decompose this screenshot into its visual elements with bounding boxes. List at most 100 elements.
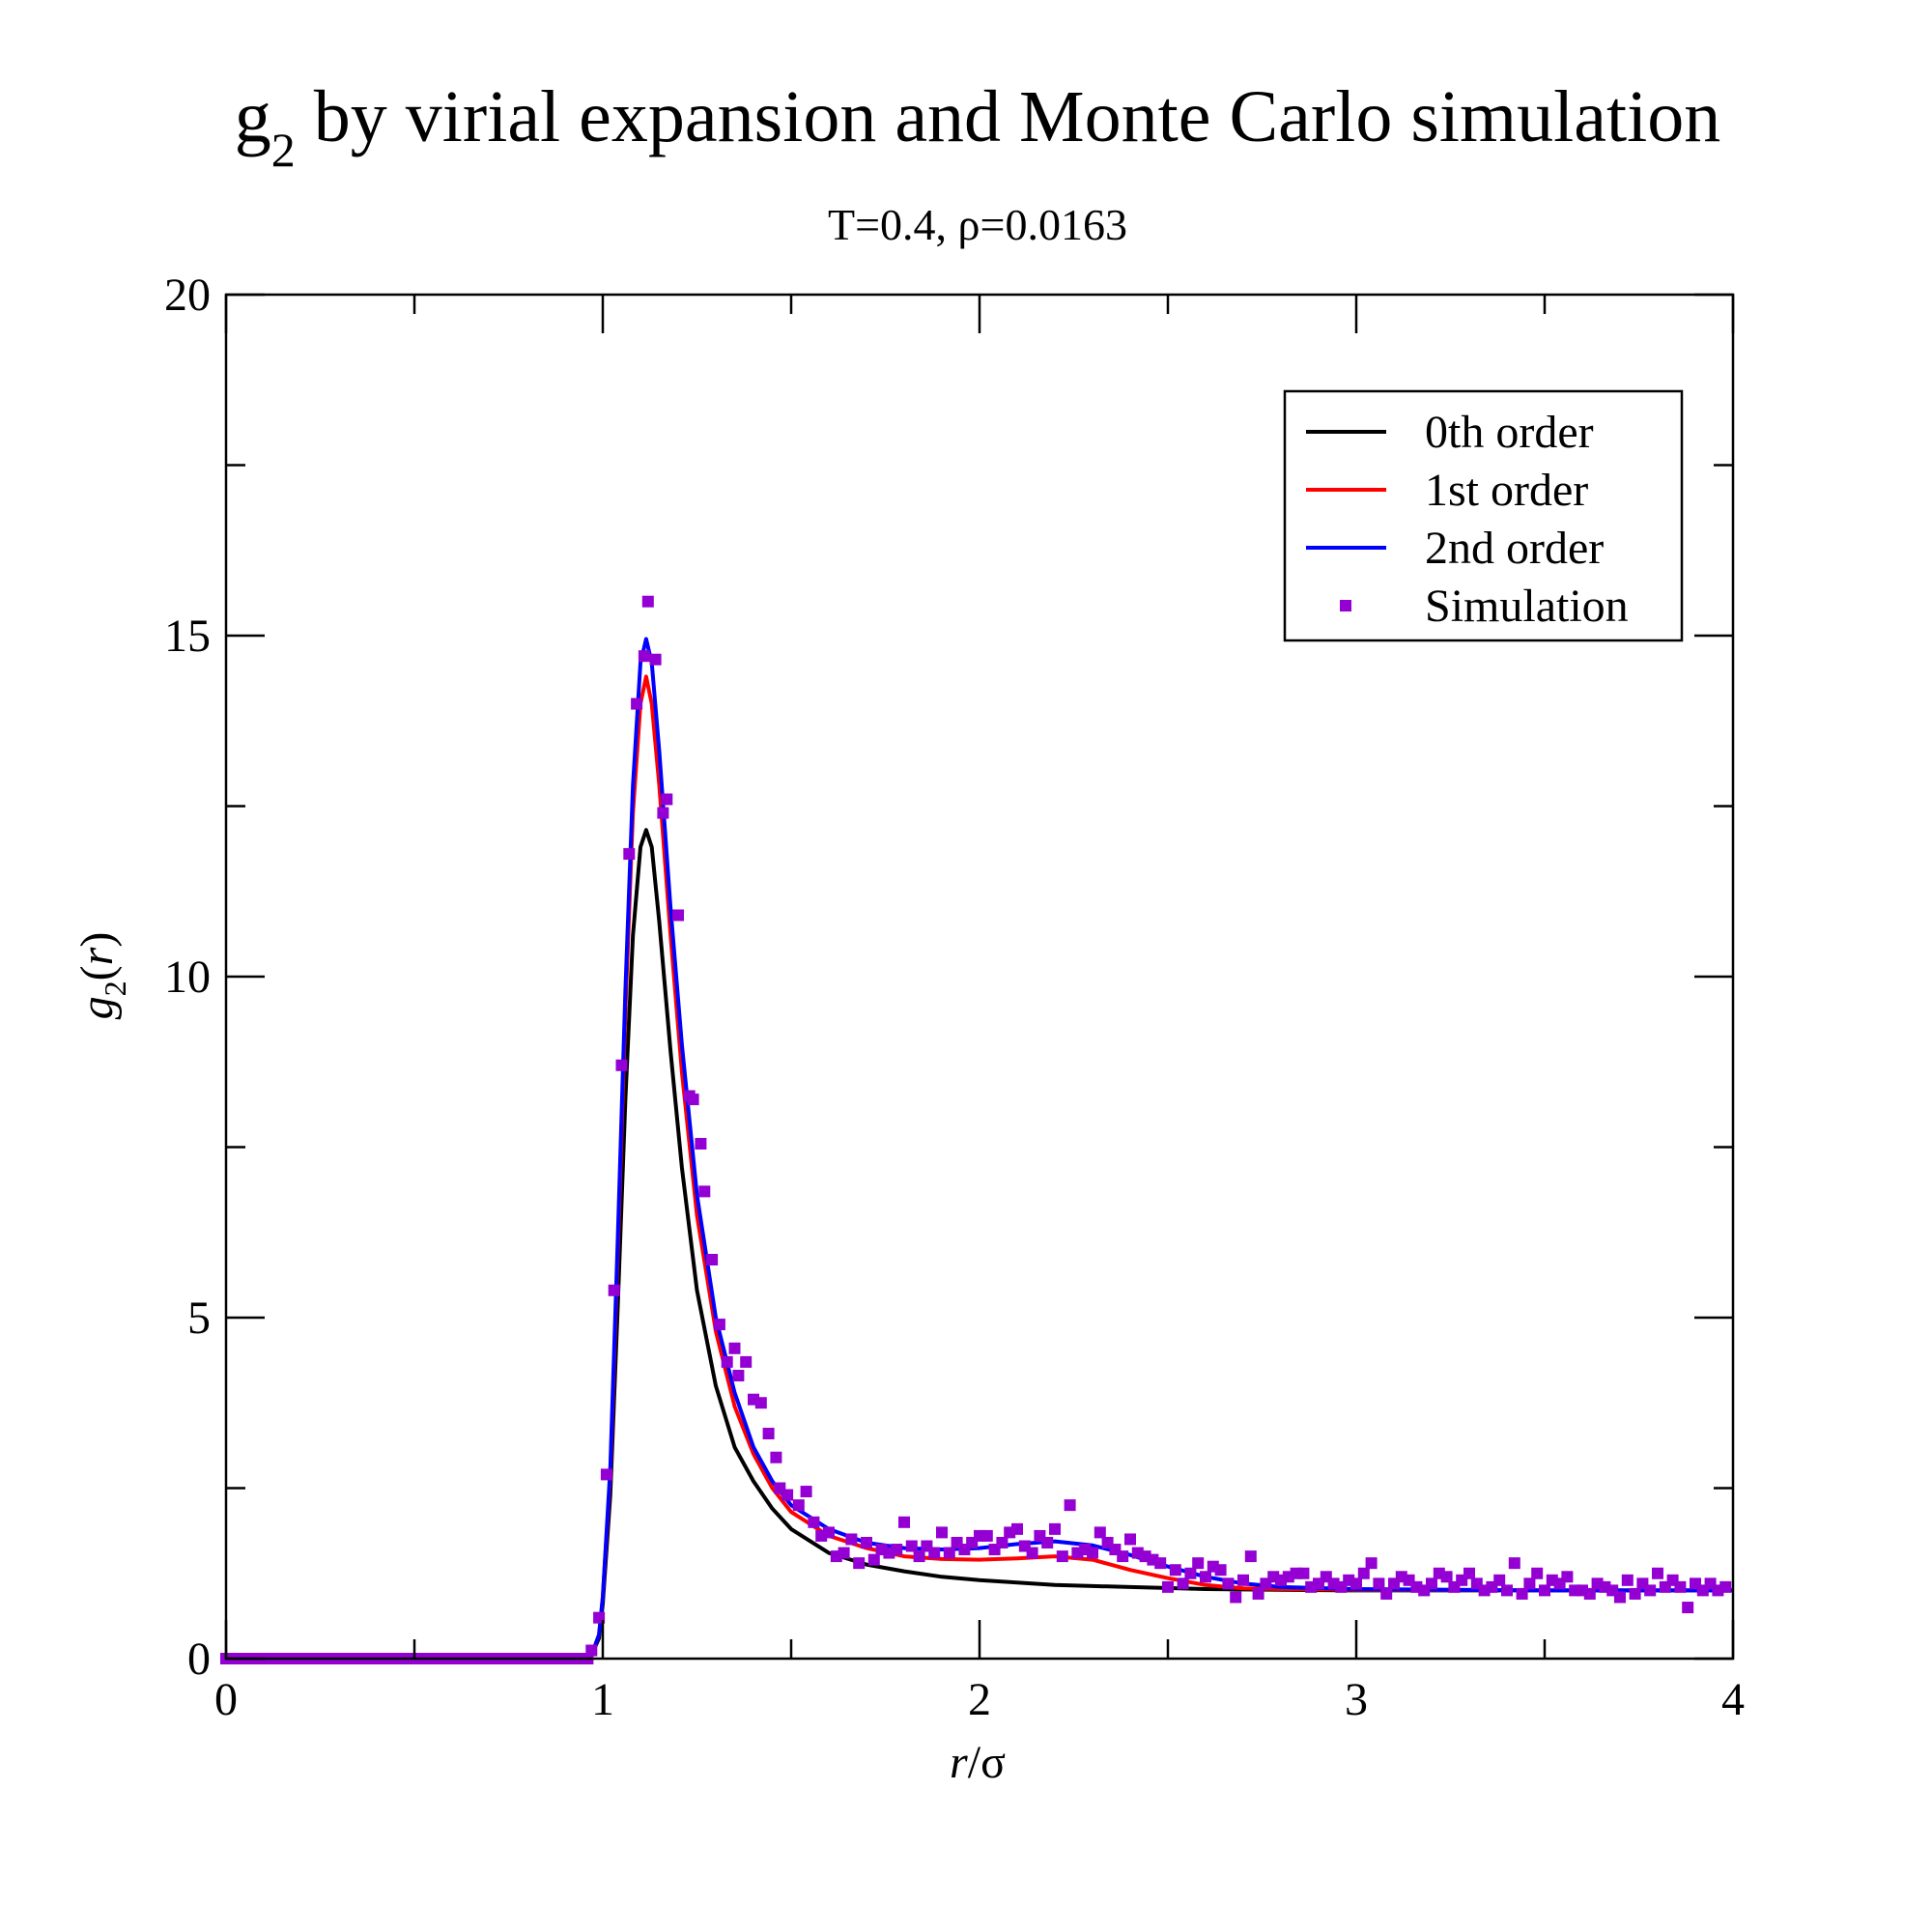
- data-point-simulation: [713, 1319, 725, 1331]
- data-point-simulation: [1493, 1574, 1506, 1586]
- data-point-simulation: [672, 909, 684, 922]
- data-point-simulation: [1652, 1567, 1663, 1579]
- data-point-simulation: [1561, 1571, 1574, 1583]
- series-line-2nd-order: [226, 637, 1733, 1661]
- data-point-simulation: [1049, 1522, 1061, 1535]
- data-point-simulation: [1200, 1571, 1211, 1583]
- chart-subtitle: T=0.4, ρ=0.0163: [828, 200, 1127, 249]
- data-point-simulation: [800, 1486, 812, 1498]
- data-point-simulation: [1244, 1550, 1257, 1563]
- data-point-simulation: [781, 1489, 794, 1501]
- data-point-simulation: [1056, 1550, 1068, 1563]
- data-point-simulation: [867, 1553, 880, 1566]
- data-point-simulation: [792, 1499, 805, 1512]
- data-point-simulation: [1614, 1591, 1626, 1604]
- data-point-simulation: [600, 1468, 612, 1481]
- data-point-simulation: [1539, 1584, 1550, 1597]
- data-point-simulation: [823, 1526, 835, 1539]
- y-tick-label: 5: [187, 1293, 211, 1344]
- data-point-simulation: [732, 1370, 745, 1382]
- data-point-simulation: [1719, 1580, 1732, 1593]
- x-axis-label: r/σ: [950, 1737, 1006, 1788]
- data-point-simulation: [1011, 1522, 1023, 1535]
- data-point-simulation: [891, 1544, 903, 1556]
- data-point-simulation: [1380, 1587, 1393, 1600]
- data-point-simulation: [1222, 1577, 1235, 1590]
- chart-title: g2 by virial expansion and Monte Carlo s…: [235, 76, 1720, 177]
- y-tick-label: 15: [164, 611, 211, 662]
- x-tick-label: 0: [214, 1674, 238, 1725]
- data-point-simulation: [905, 1540, 918, 1552]
- data-point-simulation: [1644, 1584, 1657, 1597]
- data-point-simulation: [585, 1644, 598, 1657]
- data-point-simulation: [1440, 1571, 1453, 1583]
- data-point-simulation: [1501, 1584, 1513, 1597]
- data-point-simulation: [638, 650, 650, 663]
- data-point-simulation: [1350, 1577, 1362, 1590]
- data-point-simulation: [1117, 1550, 1129, 1563]
- legend-label-2nd-order: 2nd order: [1425, 523, 1604, 574]
- data-point-simulation: [861, 1536, 872, 1548]
- data-point-simulation: [649, 653, 662, 666]
- data-point-simulation: [1426, 1577, 1437, 1590]
- data-point-simulation: [1373, 1577, 1385, 1590]
- data-point-simulation: [1162, 1580, 1174, 1593]
- data-point-simulation: [1365, 1557, 1378, 1570]
- data-point-simulation: [1064, 1499, 1076, 1512]
- legend-label-simulation: Simulation: [1425, 581, 1629, 632]
- data-point-simulation: [1523, 1577, 1536, 1590]
- data-point-simulation: [770, 1451, 782, 1463]
- x-tick-label: 3: [1345, 1674, 1368, 1725]
- data-point-simulation: [1184, 1567, 1197, 1579]
- data-point-simulation: [695, 1137, 707, 1150]
- data-point-simulation: [1252, 1587, 1264, 1600]
- data-point-simulation: [808, 1516, 820, 1528]
- data-point-simulation: [898, 1516, 910, 1528]
- data-point-simulation: [762, 1428, 775, 1440]
- data-point-simulation: [1629, 1587, 1641, 1600]
- data-point-simulation: [657, 807, 669, 819]
- y-tick-label: 20: [164, 270, 211, 321]
- data-point-simulation: [687, 1094, 699, 1106]
- data-point-simulation: [1041, 1536, 1054, 1548]
- data-point-simulation: [980, 1529, 993, 1542]
- data-point-simulation: [1094, 1526, 1106, 1539]
- data-point-simulation: [1508, 1557, 1520, 1570]
- legend-label-1st-order: 1st order: [1425, 465, 1588, 516]
- y-tick-label: 10: [164, 952, 211, 1003]
- data-point-simulation: [1531, 1567, 1544, 1579]
- data-point-simulation: [615, 1059, 628, 1071]
- data-point-simulation: [698, 1185, 711, 1198]
- data-point-simulation: [754, 1397, 767, 1409]
- data-point-simulation: [1682, 1602, 1694, 1614]
- data-point-simulation: [1583, 1587, 1596, 1600]
- data-point-simulation: [641, 595, 654, 608]
- y-tick-label: 0: [187, 1634, 211, 1685]
- x-tick-label: 2: [968, 1674, 991, 1725]
- data-point-simulation: [1621, 1574, 1634, 1586]
- data-point-simulation: [608, 1284, 620, 1296]
- data-point-simulation: [1516, 1587, 1528, 1600]
- data-point-simulation: [1357, 1567, 1370, 1579]
- plot-layer: 0 1 2 3 4 0 5 10 15 20 0th order 1st order 2nd order…: [164, 270, 1745, 1725]
- data-point-simulation: [1177, 1577, 1189, 1590]
- data-point-simulation: [1154, 1557, 1167, 1570]
- data-point-simulation: [1124, 1533, 1136, 1546]
- data-point-simulation: [936, 1526, 948, 1539]
- data-point-simulation: [721, 1355, 733, 1368]
- data-point-simulation: [1214, 1564, 1227, 1577]
- data-point-simulation: [1169, 1564, 1181, 1577]
- data-point-simulation: [1087, 1547, 1098, 1559]
- data-point-simulation: [740, 1355, 753, 1368]
- data-point-simulation: [1674, 1580, 1687, 1593]
- data-point-simulation: [728, 1342, 741, 1354]
- x-tick-label: 4: [1721, 1674, 1745, 1725]
- data-point-simulation: [853, 1557, 866, 1570]
- data-point-simulation: [706, 1253, 719, 1265]
- legend-swatch-simulation: [1340, 600, 1351, 611]
- data-point-simulation: [845, 1533, 858, 1546]
- data-point-simulation: [1297, 1567, 1310, 1579]
- data-point-simulation: [913, 1550, 925, 1563]
